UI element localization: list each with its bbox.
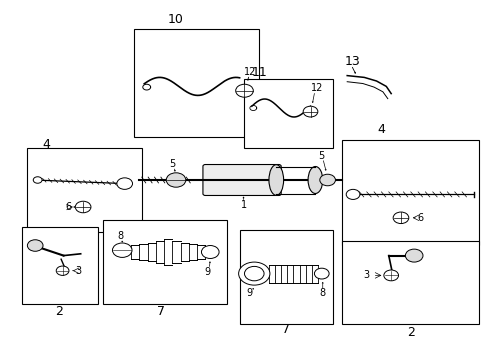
Circle shape: [392, 212, 408, 224]
Text: 12: 12: [310, 83, 323, 93]
FancyBboxPatch shape: [203, 165, 281, 195]
Text: 5: 5: [169, 159, 175, 169]
Circle shape: [117, 178, 132, 189]
Circle shape: [346, 189, 359, 199]
Text: 4: 4: [42, 138, 50, 150]
Bar: [342, 140, 478, 245]
Bar: [244, 79, 332, 148]
Bar: [239, 230, 332, 324]
Text: 4: 4: [377, 123, 385, 136]
Text: 1: 1: [240, 200, 246, 210]
Text: 2: 2: [406, 327, 414, 339]
Ellipse shape: [307, 166, 322, 194]
Text: 10: 10: [168, 13, 183, 26]
Text: 7: 7: [157, 305, 165, 318]
Text: 13: 13: [344, 55, 359, 68]
Text: 8: 8: [118, 231, 123, 241]
Circle shape: [56, 266, 69, 275]
Circle shape: [27, 240, 43, 251]
Circle shape: [75, 201, 91, 213]
Text: 9: 9: [204, 267, 210, 277]
Bar: [102, 220, 227, 304]
Text: 5: 5: [318, 150, 324, 161]
Circle shape: [33, 177, 42, 183]
Text: 2: 2: [55, 305, 62, 318]
Circle shape: [166, 173, 185, 187]
Bar: [342, 241, 478, 324]
Circle shape: [235, 84, 253, 97]
Text: 9: 9: [246, 288, 252, 298]
Text: 8: 8: [319, 288, 325, 298]
Text: 11: 11: [251, 66, 266, 78]
Circle shape: [405, 249, 422, 262]
Bar: [22, 227, 98, 304]
Text: 3: 3: [363, 270, 369, 280]
Circle shape: [244, 266, 264, 281]
Circle shape: [112, 243, 132, 257]
Circle shape: [303, 106, 317, 117]
Bar: [134, 29, 259, 137]
Text: 12: 12: [244, 67, 256, 77]
Text: 7: 7: [282, 323, 289, 336]
Circle shape: [319, 174, 335, 186]
Circle shape: [201, 246, 219, 258]
Circle shape: [383, 270, 398, 281]
Text: 3: 3: [75, 266, 81, 276]
Ellipse shape: [268, 165, 283, 195]
Text: 6: 6: [65, 202, 71, 212]
Text: 6: 6: [417, 213, 423, 223]
Circle shape: [314, 268, 328, 279]
Bar: [27, 148, 142, 232]
Circle shape: [238, 262, 269, 285]
